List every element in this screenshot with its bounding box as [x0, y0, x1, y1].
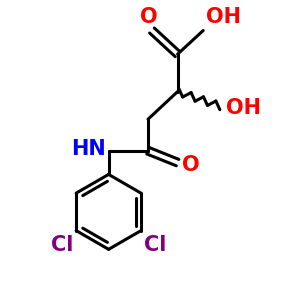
Text: O: O: [182, 154, 199, 175]
Text: Cl: Cl: [51, 235, 73, 254]
Text: OH: OH: [206, 7, 241, 27]
Text: Cl: Cl: [144, 235, 167, 254]
Text: O: O: [140, 7, 158, 27]
Text: HN: HN: [71, 139, 106, 159]
Text: OH: OH: [226, 98, 261, 118]
